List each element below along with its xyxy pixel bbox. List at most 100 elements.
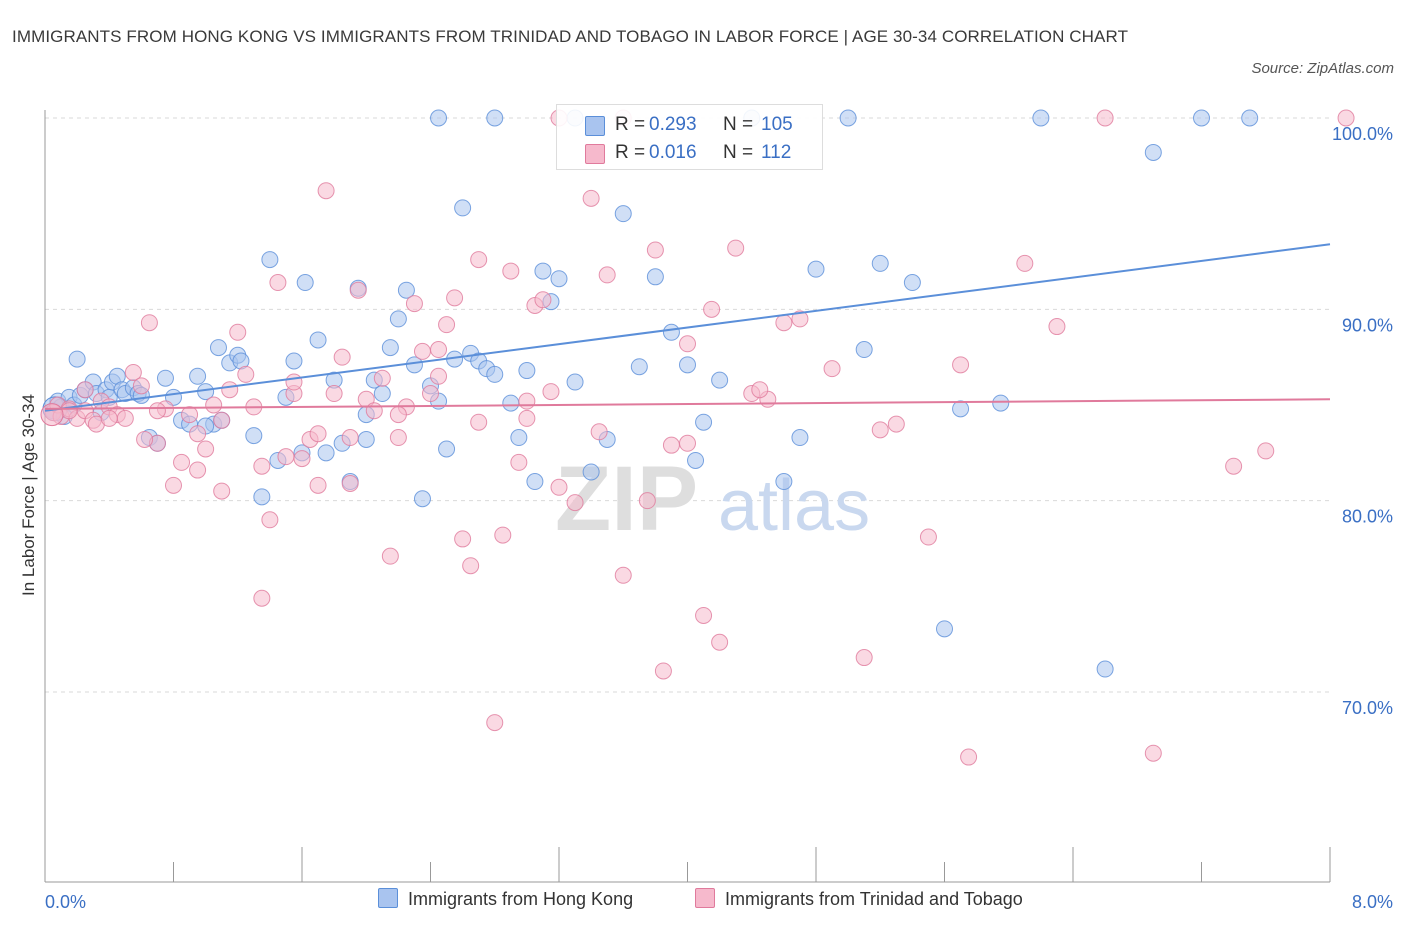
data-point	[245, 427, 263, 445]
data-point	[333, 348, 351, 366]
r-value: 0.016	[649, 142, 697, 163]
data-point	[614, 205, 632, 223]
data-point	[630, 358, 648, 376]
data-point	[309, 476, 327, 494]
y-axis-label: In Labor Force | Age 30-34	[19, 394, 38, 596]
data-point	[438, 440, 456, 458]
axes	[44, 110, 1331, 883]
data-point	[60, 402, 78, 420]
bottom-legend-swatch-hong-kong	[378, 888, 398, 908]
data-point	[1096, 109, 1114, 127]
data-point	[638, 492, 656, 510]
data-point	[136, 430, 154, 448]
legend-row-trinidad: R = 0.016 N = 112	[557, 139, 822, 167]
data-point	[1225, 457, 1243, 475]
data-point	[807, 260, 825, 278]
data-point	[100, 409, 118, 427]
data-point	[1144, 744, 1162, 762]
data-point	[209, 339, 227, 357]
data-point	[309, 331, 327, 349]
data-point	[213, 482, 231, 500]
data-point	[646, 241, 664, 259]
data-point	[1241, 109, 1259, 127]
data-point	[566, 494, 584, 512]
data-point	[357, 430, 375, 448]
data-point	[285, 352, 303, 370]
data-point	[341, 429, 359, 447]
data-point	[381, 547, 399, 565]
data-point	[389, 310, 407, 328]
data-point	[261, 251, 279, 269]
data-point	[703, 300, 721, 318]
data-point	[309, 425, 327, 443]
data-point	[486, 365, 504, 383]
data-point	[430, 109, 448, 127]
data-point	[550, 478, 568, 496]
n-label: N =	[723, 142, 754, 163]
data-point	[1337, 109, 1355, 127]
data-point	[711, 633, 729, 651]
data-point	[253, 589, 271, 607]
data-point	[132, 377, 150, 395]
data-point	[189, 461, 207, 479]
data-point	[454, 530, 472, 548]
data-point	[221, 381, 239, 399]
data-point	[534, 291, 552, 309]
data-point	[486, 714, 504, 732]
data-point	[317, 182, 335, 200]
data-point	[293, 450, 311, 468]
data-point	[422, 385, 439, 403]
data-point	[76, 381, 94, 399]
trend-line	[44, 398, 1331, 410]
data-point	[253, 488, 271, 506]
data-point	[156, 369, 174, 387]
data-point	[646, 268, 664, 286]
data-point	[341, 474, 359, 492]
data-point	[510, 429, 528, 447]
watermark-atlas: atlas	[718, 466, 870, 546]
data-point	[462, 557, 480, 575]
bottom-legend-swatch-trinidad	[695, 888, 715, 908]
data-point	[253, 457, 271, 475]
data-point	[197, 440, 215, 458]
legend-swatch-hong-kong	[585, 116, 605, 136]
n-value: 112	[761, 142, 792, 163]
x-tick-label: 8.0%	[1352, 892, 1393, 912]
data-point	[470, 413, 488, 431]
data-point	[662, 323, 680, 341]
data-point	[582, 189, 600, 207]
data-point	[727, 239, 745, 257]
data-point	[1032, 109, 1050, 127]
legend-row-hong-kong: R = 0.293 N = 105	[557, 111, 822, 139]
data-point	[952, 400, 970, 418]
data-point	[1096, 660, 1114, 678]
data-point	[679, 434, 696, 452]
data-point	[534, 262, 552, 280]
data-point	[1048, 318, 1066, 336]
data-point	[566, 373, 584, 391]
data-point	[590, 423, 608, 441]
data-point	[285, 373, 303, 391]
data-point	[373, 369, 391, 387]
data-point	[775, 473, 793, 491]
n-value: 105	[761, 114, 793, 135]
y-tick-label: 70.0%	[1342, 698, 1393, 718]
data-point	[526, 473, 544, 491]
data-point	[518, 362, 536, 380]
data-point	[430, 367, 448, 385]
data-point	[936, 620, 953, 638]
data-point	[903, 274, 921, 292]
data-point	[695, 606, 713, 624]
data-point	[510, 453, 528, 471]
data-point	[662, 436, 680, 454]
data-point	[148, 402, 166, 420]
data-point	[839, 109, 857, 127]
data-point	[598, 266, 616, 284]
data-point	[189, 367, 207, 385]
data-point	[173, 453, 191, 471]
data-point	[695, 413, 713, 431]
data-point	[502, 394, 520, 412]
y-tick-label: 90.0%	[1342, 315, 1393, 335]
data-point	[791, 429, 809, 447]
data-point	[365, 402, 383, 420]
